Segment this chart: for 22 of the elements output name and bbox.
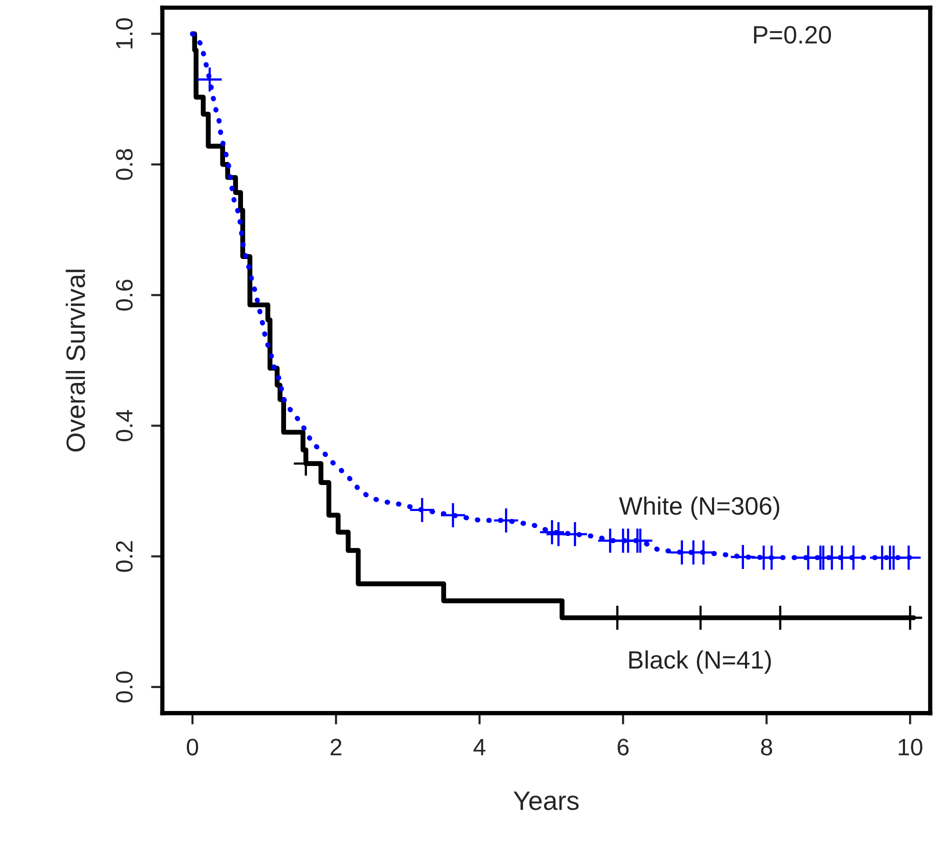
point (562, 522, 588, 546)
x-tick-label: 4 (474, 738, 486, 756)
x-axis-title: Years (514, 792, 579, 810)
point (494, 508, 518, 532)
x-tick-label: 10 (898, 738, 922, 756)
series-label: White (N=306) (619, 496, 780, 520)
x-tick-label: 6 (618, 738, 629, 756)
y-tick-label: 1.0 (116, 18, 133, 48)
x-tick-label: 2 (330, 738, 342, 756)
annotation: P=0.20 (754, 26, 831, 44)
y-tick-label: 0.6 (116, 280, 133, 311)
point (440, 503, 466, 528)
series-label: Black (N=41) (629, 650, 771, 674)
point (410, 498, 434, 522)
y-tick-label: 0.2 (116, 541, 133, 572)
x-tick-label: 0 (186, 738, 198, 756)
point (198, 67, 222, 92)
y-axis-title: Overall Survival (66, 270, 86, 452)
y-tick-label: 0.4 (116, 410, 133, 442)
y-tick-label: 0.8 (116, 149, 133, 180)
x-tick-label: 8 (761, 738, 772, 756)
y-tick-label: 0.0 (116, 672, 133, 702)
